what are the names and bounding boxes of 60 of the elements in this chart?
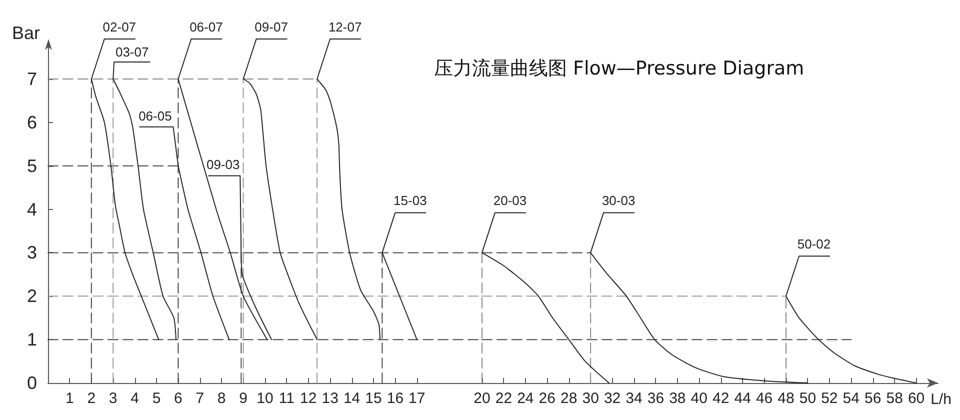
x-tick-label: 22 xyxy=(495,390,512,407)
x-tick-label: 4 xyxy=(130,390,139,407)
y-tick-label: 2 xyxy=(26,286,37,306)
y-tick-label: 5 xyxy=(26,156,37,176)
x-tick-label: 20 xyxy=(474,390,490,407)
x-tick-label: 56 xyxy=(864,390,882,407)
x-tick-label: 6 xyxy=(174,390,182,407)
x-tick-label: 8 xyxy=(217,390,226,407)
text: 30-03 xyxy=(602,193,636,208)
x-tick-label: 10 xyxy=(256,390,274,407)
x-tick-label: 36 xyxy=(647,390,664,407)
y-tick-label: 7 xyxy=(26,69,37,89)
x-axis-title: L/h xyxy=(930,391,952,408)
x-tick-label: 17 xyxy=(408,390,426,407)
x-tick-label: 2 xyxy=(87,390,96,407)
y-tick-label: 4 xyxy=(26,199,37,220)
x-tick-label: 15 xyxy=(365,390,382,407)
y-tick-label: 3 xyxy=(26,242,37,263)
text: 50-02 xyxy=(797,236,831,252)
x-tick-label: 11 xyxy=(278,390,294,407)
text: 02-07 xyxy=(102,20,136,34)
x-tick-label: 60 xyxy=(908,390,925,407)
x-tick-label: 16 xyxy=(386,390,404,407)
x-tick-label: 42 xyxy=(712,390,730,407)
x-tick-label: 50 xyxy=(799,390,816,407)
x-tick-label: 40 xyxy=(690,390,708,407)
x-tick-label: 13 xyxy=(322,390,338,407)
x-tick-label: 24 xyxy=(517,390,534,407)
x-tick-label: 54 xyxy=(842,390,860,407)
text: 09-07 xyxy=(254,20,288,34)
x-tick-label: 9 xyxy=(239,390,248,407)
text: 20-03 xyxy=(493,193,527,208)
y-tick-label: 0 xyxy=(26,373,37,393)
x-tick-label: 1 xyxy=(66,390,74,407)
x-tick-label: 3 xyxy=(108,390,118,407)
x-tick-label: 58 xyxy=(886,390,903,407)
y-tick-label: 6 xyxy=(26,112,37,132)
x-tick-label: 48 xyxy=(778,390,794,407)
x-tick-label: 52 xyxy=(821,390,838,407)
x-tick-label: 26 xyxy=(538,390,556,407)
x-tick-label: 46 xyxy=(756,390,773,407)
x-tick-label: 5 xyxy=(152,390,161,407)
y-axis-title: Bar xyxy=(12,23,40,43)
x-tick-label: 7 xyxy=(196,390,204,407)
x-tick-label: 44 xyxy=(734,390,751,407)
text: 12-07 xyxy=(328,20,362,34)
x-tick-label: 12 xyxy=(300,390,317,407)
x-tick-label: 28 xyxy=(560,390,578,407)
y-tick-label: 1 xyxy=(26,330,37,350)
text: 06-07 xyxy=(190,20,223,34)
x-tick-label: 38 xyxy=(669,390,686,407)
x-tick-label: 14 xyxy=(343,390,360,407)
text: 09-03 xyxy=(206,157,240,172)
x-tick-label: 34 xyxy=(626,390,642,407)
text: 15-03 xyxy=(394,193,427,208)
text: 06-05 xyxy=(138,108,172,124)
series-label: 03-07 xyxy=(115,44,149,60)
chart-title: 压力流量曲线图 Flow—Pressure Diagram xyxy=(434,58,804,80)
x-tick-label: 32 xyxy=(604,390,621,407)
x-tick-label: 30 xyxy=(582,390,599,407)
